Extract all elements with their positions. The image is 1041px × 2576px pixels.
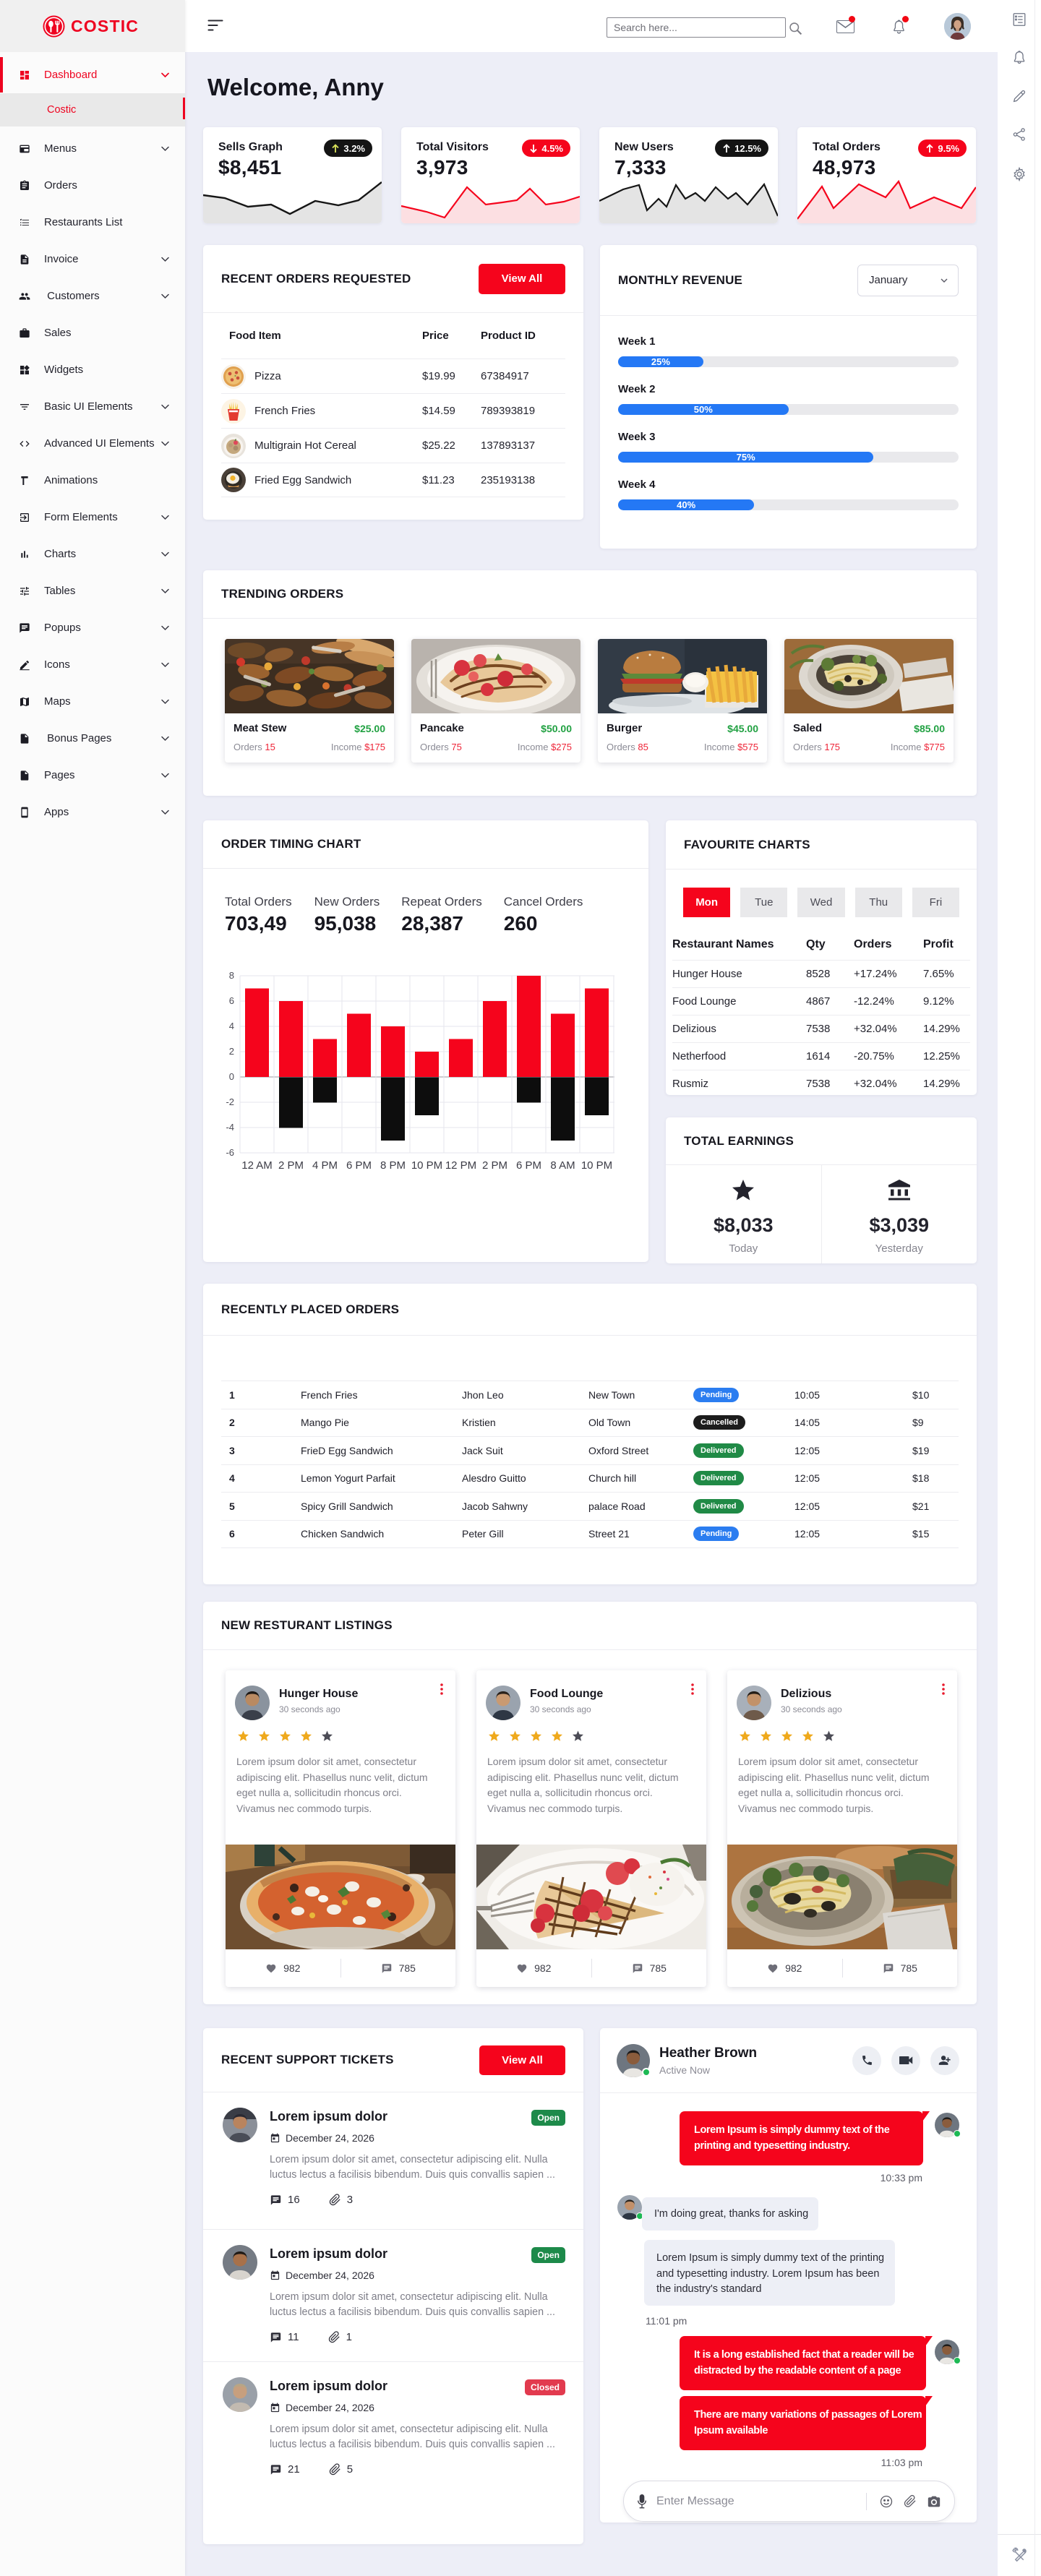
svg-text:4 PM: 4 PM: [312, 1159, 338, 1172]
svg-text:6: 6: [229, 995, 234, 1006]
svg-text:4: 4: [229, 1021, 234, 1031]
svg-text:8 PM: 8 PM: [380, 1159, 406, 1172]
svg-text:0: 0: [229, 1071, 234, 1082]
svg-text:6 PM: 6 PM: [516, 1159, 541, 1172]
svg-text:8 AM: 8 AM: [550, 1159, 575, 1172]
svg-text:6 PM: 6 PM: [346, 1159, 372, 1172]
svg-text:-4: -4: [226, 1122, 234, 1133]
svg-text:10 PM: 10 PM: [411, 1159, 442, 1172]
svg-text:12 PM: 12 PM: [445, 1159, 476, 1172]
svg-text:2 PM: 2 PM: [482, 1159, 507, 1172]
svg-text:2: 2: [229, 1046, 234, 1057]
svg-text:8: 8: [229, 970, 234, 981]
svg-text:12 AM: 12 AM: [241, 1159, 273, 1172]
svg-text:-2: -2: [226, 1096, 234, 1107]
svg-text:10 PM: 10 PM: [581, 1159, 612, 1172]
svg-text:-6: -6: [226, 1147, 234, 1158]
svg-text:2 PM: 2 PM: [278, 1159, 304, 1172]
